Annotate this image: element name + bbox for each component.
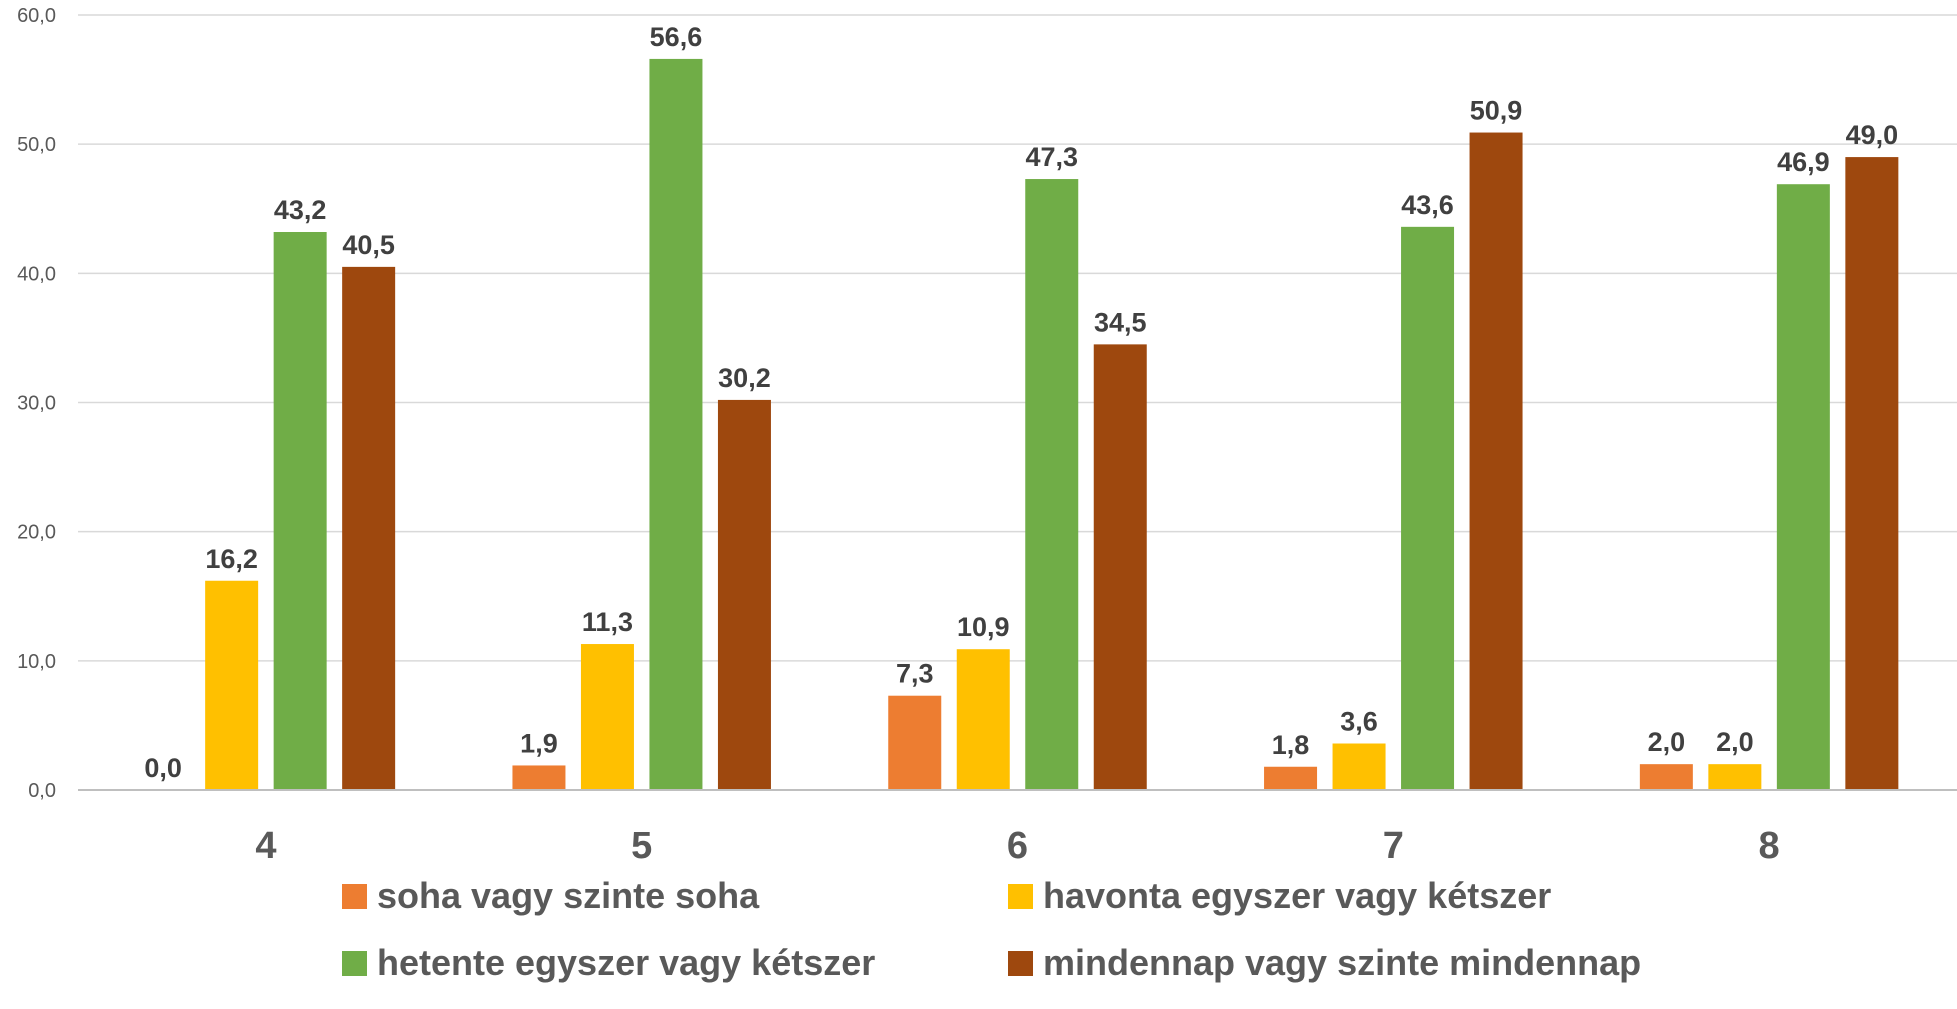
x-tick-label: 4 bbox=[255, 825, 276, 867]
legend-swatch bbox=[1008, 884, 1033, 909]
bars bbox=[205, 58, 1899, 791]
data-label: 3,6 bbox=[1340, 707, 1378, 737]
data-label: 56,6 bbox=[650, 22, 703, 52]
data-label: 40,5 bbox=[342, 230, 395, 260]
bar bbox=[1264, 766, 1318, 790]
bar bbox=[1332, 743, 1386, 790]
data-label: 0,0 bbox=[144, 753, 182, 783]
data-label: 7,3 bbox=[896, 659, 934, 689]
data-label: 46,9 bbox=[1777, 147, 1830, 177]
y-tick-label: 20,0 bbox=[17, 522, 56, 544]
bar bbox=[717, 399, 771, 790]
data-label: 1,9 bbox=[520, 728, 558, 758]
y-tick-label: 40,0 bbox=[17, 263, 56, 285]
bar bbox=[512, 765, 566, 790]
legend: soha vagy szinte soha havonta egyszer vag… bbox=[342, 875, 1641, 983]
data-label: 2,0 bbox=[1716, 727, 1754, 757]
x-tick-label: 7 bbox=[1383, 825, 1404, 867]
x-axis-tick-labels: 4 5 6 7 8 bbox=[255, 825, 1779, 867]
data-label: 43,6 bbox=[1401, 190, 1454, 220]
y-tick-label: 50,0 bbox=[17, 134, 56, 156]
data-label: 16,2 bbox=[205, 544, 258, 574]
bar bbox=[1093, 344, 1147, 790]
x-tick-label: 6 bbox=[1007, 825, 1028, 867]
legend-label: havonta egyszer vagy kétszer bbox=[1043, 875, 1551, 916]
x-tick-label: 5 bbox=[631, 825, 652, 867]
legend-swatch bbox=[342, 951, 367, 976]
bar bbox=[888, 695, 942, 790]
data-label: 47,3 bbox=[1025, 142, 1078, 172]
bar bbox=[956, 649, 1010, 790]
data-label: 10,9 bbox=[957, 612, 1010, 642]
data-label: 43,2 bbox=[274, 195, 327, 225]
data-label: 50,9 bbox=[1470, 96, 1523, 126]
bar bbox=[1401, 226, 1455, 791]
y-tick-label: 10,0 bbox=[17, 651, 56, 673]
bar bbox=[1025, 179, 1079, 790]
legend-swatch bbox=[342, 884, 367, 909]
x-tick-label: 8 bbox=[1759, 825, 1780, 867]
bar bbox=[1708, 764, 1762, 790]
data-label: 30,2 bbox=[718, 363, 771, 393]
bar bbox=[580, 644, 634, 790]
bar bbox=[649, 58, 703, 790]
data-label: 2,0 bbox=[1648, 727, 1686, 757]
legend-item: hetente egyszer vagy kétszer bbox=[342, 942, 875, 983]
y-axis-tick-labels: 0,0 10,0 20,0 30,0 40,0 50,0 60,0 bbox=[17, 5, 56, 802]
legend-item: soha vagy szinte soha bbox=[342, 875, 760, 916]
y-tick-label: 30,0 bbox=[17, 393, 56, 415]
y-tick-label: 60,0 bbox=[17, 5, 56, 27]
data-label: 34,5 bbox=[1094, 307, 1147, 337]
bar bbox=[273, 232, 327, 790]
bar bbox=[1776, 184, 1830, 791]
data-labels: 0,0 16,2 43,2 40,5 1,9 11,3 56,6 30,2 7,3 10,9 47,… bbox=[144, 22, 1898, 783]
data-label: 1,8 bbox=[1272, 730, 1310, 760]
legend-item: mindennap vagy szinte mindennap bbox=[1008, 942, 1641, 983]
bar bbox=[342, 266, 396, 790]
legend-item: havonta egyszer vagy kétszer bbox=[1008, 875, 1551, 916]
bar bbox=[1639, 764, 1693, 790]
bar bbox=[205, 580, 259, 790]
data-label: 49,0 bbox=[1846, 120, 1899, 150]
data-label: 11,3 bbox=[582, 607, 633, 637]
legend-label: soha vagy szinte soha bbox=[377, 875, 760, 916]
legend-label: hetente egyszer vagy kétszer bbox=[377, 942, 875, 983]
y-tick-label: 0,0 bbox=[28, 780, 56, 802]
legend-label: mindennap vagy szinte mindennap bbox=[1043, 942, 1641, 983]
bar bbox=[1469, 132, 1523, 790]
legend-swatch bbox=[1008, 951, 1033, 976]
bar bbox=[1845, 157, 1899, 791]
